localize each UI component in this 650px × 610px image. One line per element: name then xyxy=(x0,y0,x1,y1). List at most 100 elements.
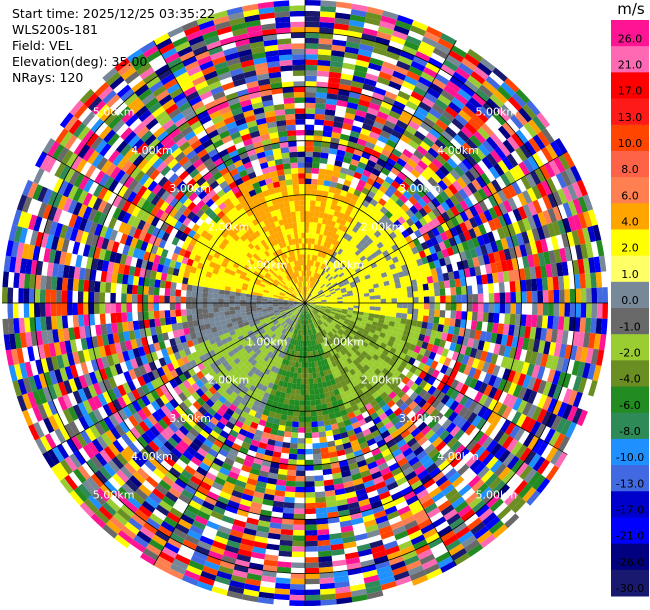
radar-gate xyxy=(440,89,455,102)
radar-gate xyxy=(289,448,298,455)
radar-gate xyxy=(306,292,308,298)
radar-gate xyxy=(485,153,498,167)
radar-gate xyxy=(310,289,315,295)
radar-gate xyxy=(557,275,565,290)
radar-gate xyxy=(305,75,317,82)
radar-gate xyxy=(308,265,311,271)
radar-gate xyxy=(291,562,305,569)
radar-gate xyxy=(444,126,458,139)
radar-gate xyxy=(305,346,308,352)
radar-gate xyxy=(382,276,389,282)
radar-gate xyxy=(379,130,391,140)
radar-gate xyxy=(389,283,396,290)
radar-gate xyxy=(326,297,332,300)
radar-gate xyxy=(339,256,345,263)
radar-gate xyxy=(430,143,443,155)
radar-gate xyxy=(395,266,403,273)
radar-gate xyxy=(425,61,441,74)
radar-gate xyxy=(389,263,396,271)
radar-gate xyxy=(534,167,547,183)
radar-gate xyxy=(471,92,487,106)
radar-gate xyxy=(406,262,414,270)
radar-gate xyxy=(314,108,326,115)
radar-gate xyxy=(466,182,478,194)
radar-gate xyxy=(435,119,449,131)
radar-gate xyxy=(521,303,527,315)
radar-gate xyxy=(582,194,594,212)
radar-gate xyxy=(396,157,407,168)
radar-gate xyxy=(384,285,391,291)
radar-gate xyxy=(477,127,490,141)
radar-gate xyxy=(368,211,377,219)
radar-gate xyxy=(363,146,374,155)
radar-gate xyxy=(426,276,434,284)
radar-gate xyxy=(385,307,392,313)
radar-gate xyxy=(517,219,527,233)
radar-gate xyxy=(382,95,396,106)
radar-gate xyxy=(330,263,336,270)
radar-gate xyxy=(366,159,377,169)
radar-gate xyxy=(435,42,452,55)
radar-gate xyxy=(347,96,360,105)
radar-gate xyxy=(469,247,478,259)
radar-gate xyxy=(335,268,342,275)
radar-gate xyxy=(363,78,377,87)
radar-gate xyxy=(461,105,476,119)
radar-gate xyxy=(490,241,499,253)
radar-gate xyxy=(298,421,305,428)
radar-gate xyxy=(335,105,347,113)
radar-gate xyxy=(399,134,412,145)
radar-gate xyxy=(353,255,360,263)
radar-gate xyxy=(320,296,326,299)
radar-gate xyxy=(370,234,378,242)
radar-gate xyxy=(347,292,354,297)
radar-gate xyxy=(376,210,385,219)
radar-gate xyxy=(425,239,434,248)
radar-gate xyxy=(353,264,360,271)
radar-gate xyxy=(438,150,451,162)
radar-gate xyxy=(493,129,507,143)
radar-gate xyxy=(305,600,321,606)
radar-gate xyxy=(324,253,330,260)
radar-gate xyxy=(473,225,482,238)
radar-gate xyxy=(437,134,450,147)
radar-gate xyxy=(387,171,398,181)
radar-gate xyxy=(415,50,431,62)
radar-gate xyxy=(334,240,341,247)
radar-gate xyxy=(250,303,257,306)
radar-gate xyxy=(471,284,478,295)
radar-gate xyxy=(314,238,319,245)
radar-gate xyxy=(446,142,459,154)
radar-gate xyxy=(561,232,570,248)
radar-gate xyxy=(240,303,246,307)
radar-gate xyxy=(392,272,400,280)
radar-gate xyxy=(482,253,491,265)
radar-gate xyxy=(345,285,352,290)
radar-gate xyxy=(308,276,311,282)
radar-gate xyxy=(485,75,501,90)
radar-gate xyxy=(386,45,402,56)
radar-gate xyxy=(457,88,472,102)
radar-gate xyxy=(397,171,408,182)
radar-gate xyxy=(325,294,332,298)
radar-gate xyxy=(312,283,316,289)
radar-gate xyxy=(458,232,467,243)
radar-gate xyxy=(483,197,494,210)
radar-gate xyxy=(285,420,293,427)
radar-gate xyxy=(505,236,515,249)
radar-gate xyxy=(449,194,460,206)
radar-gate xyxy=(352,246,359,254)
radar-gate xyxy=(308,362,312,368)
radar-gate xyxy=(322,185,330,192)
radar-gate xyxy=(321,284,327,290)
radar-gate xyxy=(286,415,294,422)
radar-gate xyxy=(363,182,373,191)
radar-gate xyxy=(322,414,330,421)
radar-gate xyxy=(388,80,402,91)
radar-gate xyxy=(519,244,528,257)
radar-gate xyxy=(404,235,413,244)
radar-gates xyxy=(2,0,608,606)
radar-gate xyxy=(345,248,353,255)
radar-gate xyxy=(323,229,329,237)
radar-gate xyxy=(319,282,325,288)
